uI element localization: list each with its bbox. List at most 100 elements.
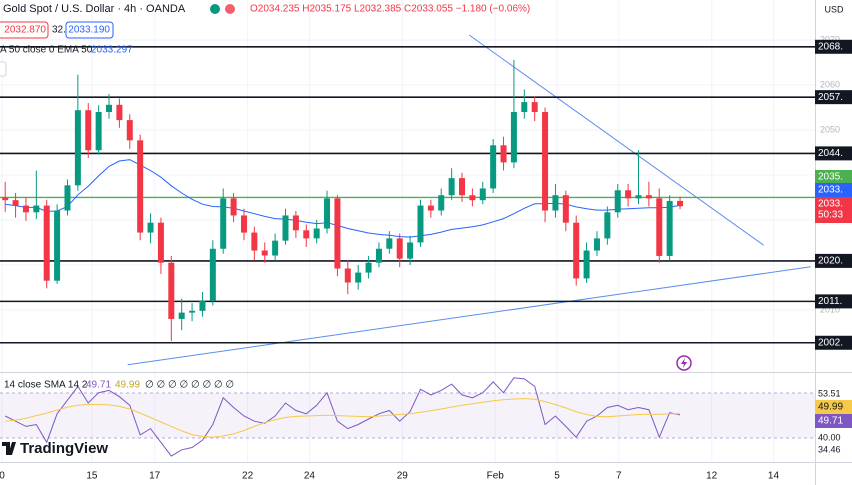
candle-body (106, 104, 113, 113)
x-tick-label: 14 (768, 471, 780, 482)
candle-body (12, 200, 19, 206)
buy-price[interactable]: 2033.190 (68, 25, 110, 36)
price-line-label-bg (815, 170, 852, 184)
candle-body (479, 188, 486, 201)
rsi-value-label: 49.71 (818, 416, 843, 427)
candle-body (407, 242, 414, 259)
trendline (469, 34, 764, 246)
candle-body (240, 215, 247, 233)
logo-text: TradingView (20, 440, 108, 457)
candle-body (666, 200, 673, 256)
candle-body (292, 215, 299, 231)
candle-body (157, 222, 164, 263)
level-label: 2057. (818, 92, 843, 103)
candle-body (365, 262, 372, 273)
candle-body (209, 248, 216, 301)
candle-body (500, 145, 507, 163)
last-price-label: 2033. (818, 199, 843, 210)
candle-body (22, 205, 29, 213)
candle-body (251, 232, 258, 251)
level-label-bg (815, 294, 852, 309)
level-label-bg (815, 90, 852, 105)
candle-body (74, 110, 81, 186)
y-tick-label: 2060 (820, 79, 840, 89)
x-tick-label: 24 (304, 471, 316, 482)
rsi-axis-label: 40.00 (818, 432, 841, 442)
candle-body (355, 272, 362, 283)
candle-body (116, 104, 123, 121)
alert-icon-bolt (681, 358, 687, 368)
candle-body (604, 212, 611, 239)
candle-body (625, 190, 632, 199)
x-tick-label: 0 (0, 471, 5, 482)
x-tick-label: 22 (242, 471, 254, 482)
level-label: 2068. (818, 41, 843, 52)
candle-body (510, 112, 517, 163)
candle-body (417, 205, 424, 243)
level-label-bg (815, 146, 852, 161)
rsi-legend: 14 close SMA 14 2 (4, 380, 88, 391)
sell-button[interactable] (0, 21, 49, 39)
candle-body (635, 195, 642, 199)
rsi-line (5, 398, 680, 438)
x-tick-label: 12 (706, 471, 718, 482)
candle-body (459, 178, 466, 196)
x-tick-label: 29 (397, 471, 409, 482)
candle-body (2, 197, 9, 201)
candle-body (126, 120, 133, 141)
candle-body (313, 228, 320, 239)
candle-body (199, 300, 206, 311)
candle-body (324, 198, 331, 229)
candle-body (33, 205, 40, 213)
collapse-button[interactable] (0, 61, 7, 77)
candle-body (593, 238, 600, 251)
candle-body (573, 222, 580, 279)
candle-body (137, 140, 144, 233)
candle-body (448, 178, 455, 196)
price-pane (0, 34, 815, 366)
candle-body (396, 238, 403, 259)
ema-legend: A 50 close 0 EMA 50 (0, 45, 93, 56)
rsi-value-label-bg (815, 414, 852, 428)
candle-body (334, 198, 341, 269)
alert-icon[interactable] (676, 355, 692, 371)
candle-body (521, 102, 528, 113)
rsi-legend-value: 49.71 (86, 380, 111, 391)
rsi-sma-label: 49.99 (818, 402, 843, 413)
spread: 32.0 (52, 25, 72, 36)
rsi-pane (4, 377, 681, 457)
level-label: 2002. (818, 337, 843, 348)
candle-body (677, 200, 684, 207)
y-tick-label: 2070 (820, 34, 840, 44)
candle-body (562, 195, 569, 223)
rsi-band (0, 393, 815, 438)
candle-body (178, 312, 185, 319)
rsi-axis-label: 34.46 (818, 444, 841, 454)
candle-body (85, 110, 92, 151)
x-tick-label: 5 (554, 471, 560, 482)
currency: USD (824, 4, 844, 14)
candle-body (386, 238, 393, 249)
rsi-sma-legend-value: 49.99 (115, 380, 140, 391)
candle-body (469, 195, 476, 201)
level-label: 2020. (818, 256, 843, 267)
x-tick-label: 7 (616, 471, 622, 482)
candle-body (427, 205, 434, 211)
candle-body (95, 112, 102, 151)
candle-body (54, 210, 61, 281)
candle-body (490, 145, 497, 189)
sell-price[interactable]: 2032.870 (4, 25, 46, 36)
y-tick-label: 2050 (820, 124, 840, 134)
buy-button[interactable] (65, 21, 114, 39)
candle-body (375, 248, 382, 263)
grid (0, 0, 815, 462)
price-line-label: 2035. (818, 172, 843, 183)
candle-body (64, 185, 71, 211)
candle-body (614, 190, 621, 213)
ohlc-values: O2034.235 H2035.175 L2032.385 C2033.055 … (250, 4, 530, 15)
candle-body (230, 198, 237, 216)
trendline (127, 266, 811, 366)
